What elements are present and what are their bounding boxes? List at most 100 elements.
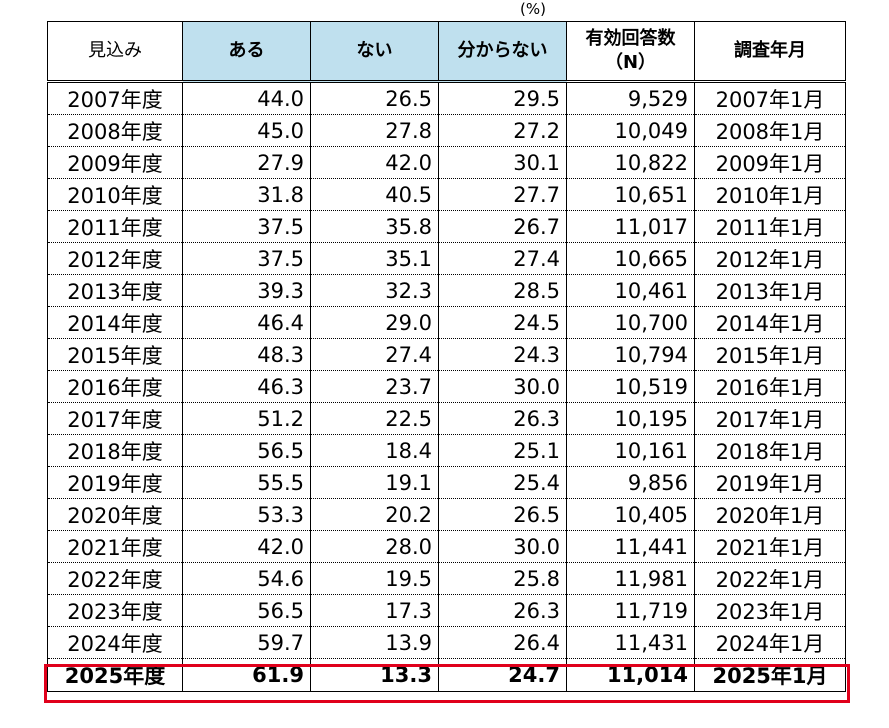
cell-unknown-pct: 27.2: [438, 114, 567, 147]
cell-no-pct: 18.4: [310, 434, 439, 467]
cell-valid-responses: 9,529: [566, 81, 695, 115]
cell-no-pct: 23.7: [310, 370, 439, 403]
cell-survey-month: 2009年1月: [694, 146, 846, 179]
cell-no-pct: 19.5: [310, 562, 439, 595]
cell-unknown-pct: 26.5: [438, 498, 567, 531]
cell-unknown-pct: 30.0: [438, 530, 567, 563]
cell-unknown-pct: 24.7: [438, 658, 567, 692]
table-row: 2017年度 51.2 22.5 26.3 10,195 2017年1月: [47, 402, 846, 435]
cell-no-pct: 26.5: [310, 81, 439, 115]
header-row: 見込み ある ない 分からない 有効回答数 （N） 調査年月: [47, 21, 846, 82]
cell-no-pct: 35.1: [310, 242, 439, 275]
cell-unknown-pct: 25.1: [438, 434, 567, 467]
cell-yes-pct: 42.0: [182, 530, 311, 563]
cell-unknown-pct: 28.5: [438, 274, 567, 307]
table-row: 2009年度 27.9 42.0 30.1 10,822 2009年1月: [47, 146, 846, 179]
cell-no-pct: 42.0: [310, 146, 439, 179]
cell-unknown-pct: 29.5: [438, 81, 567, 115]
cell-valid-responses: 10,405: [566, 498, 695, 531]
cell-no-pct: 40.5: [310, 178, 439, 211]
cell-fiscal-year: 2008年度: [47, 114, 183, 147]
cell-yes-pct: 55.5: [182, 466, 311, 499]
cell-valid-responses: 11,441: [566, 530, 695, 563]
table-row: 2019年度 55.5 19.1 25.4 9,856 2019年1月: [47, 466, 846, 499]
cell-unknown-pct: 26.3: [438, 594, 567, 627]
header-no: ない: [310, 21, 439, 82]
cell-survey-month: 2021年1月: [694, 530, 846, 563]
table-row: 2021年度 42.0 28.0 30.0 11,441 2021年1月: [47, 530, 846, 563]
cell-unknown-pct: 26.7: [438, 210, 567, 243]
cell-fiscal-year: 2019年度: [47, 466, 183, 499]
cell-valid-responses: 10,794: [566, 338, 695, 371]
cell-unknown-pct: 25.4: [438, 466, 567, 499]
cell-survey-month: 2010年1月: [694, 178, 846, 211]
cell-fiscal-year: 2015年度: [47, 338, 183, 371]
cell-survey-month: 2015年1月: [694, 338, 846, 371]
cell-valid-responses: 11,981: [566, 562, 695, 595]
cell-yes-pct: 45.0: [182, 114, 311, 147]
header-valid-responses-line2: （N）: [604, 52, 657, 73]
cell-yes-pct: 51.2: [182, 402, 311, 435]
cell-survey-month: 2012年1月: [694, 242, 846, 275]
cell-fiscal-year: 2010年度: [47, 178, 183, 211]
cell-yes-pct: 59.7: [182, 626, 311, 659]
cell-valid-responses: 10,195: [566, 402, 695, 435]
table-row: 2024年度 59.7 13.9 26.4 11,431 2024年1月: [47, 626, 846, 659]
cell-valid-responses: 10,700: [566, 306, 695, 339]
table-row: 2020年度 53.3 20.2 26.5 10,405 2020年1月: [47, 498, 846, 531]
cell-survey-month: 2020年1月: [694, 498, 846, 531]
cell-no-pct: 27.8: [310, 114, 439, 147]
table-row: 2025年度 61.9 13.3 24.7 11,014 2025年1月: [47, 658, 846, 692]
cell-valid-responses: 10,049: [566, 114, 695, 147]
cell-fiscal-year: 2022年度: [47, 562, 183, 595]
cell-unknown-pct: 24.3: [438, 338, 567, 371]
cell-valid-responses: 10,519: [566, 370, 695, 403]
cell-fiscal-year: 2021年度: [47, 530, 183, 563]
table-row: 2016年度 46.3 23.7 30.0 10,519 2016年1月: [47, 370, 846, 403]
cell-unknown-pct: 27.7: [438, 178, 567, 211]
cell-no-pct: 19.1: [310, 466, 439, 499]
cell-yes-pct: 61.9: [182, 658, 311, 692]
table-row: 2023年度 56.5 17.3 26.3 11,719 2023年1月: [47, 594, 846, 627]
table-row: 2007年度 44.0 26.5 29.5 9,529 2007年1月: [47, 81, 846, 115]
cell-survey-month: 2014年1月: [694, 306, 846, 339]
cell-fiscal-year: 2009年度: [47, 146, 183, 179]
cell-no-pct: 17.3: [310, 594, 439, 627]
table-row: 2011年度 37.5 35.8 26.7 11,017 2011年1月: [47, 210, 846, 243]
cell-valid-responses: 11,719: [566, 594, 695, 627]
cell-survey-month: 2024年1月: [694, 626, 846, 659]
cell-survey-month: 2022年1月: [694, 562, 846, 595]
table-row: 2010年度 31.8 40.5 27.7 10,651 2010年1月: [47, 178, 846, 211]
cell-yes-pct: 39.3: [182, 274, 311, 307]
cell-valid-responses: 11,431: [566, 626, 695, 659]
cell-yes-pct: 54.6: [182, 562, 311, 595]
cell-unknown-pct: 30.1: [438, 146, 567, 179]
cell-unknown-pct: 26.4: [438, 626, 567, 659]
cell-fiscal-year: 2017年度: [47, 402, 183, 435]
unit-label: (%): [520, 0, 546, 18]
cell-yes-pct: 44.0: [182, 81, 311, 115]
cell-no-pct: 22.5: [310, 402, 439, 435]
table-row: 2014年度 46.4 29.0 24.5 10,700 2014年1月: [47, 306, 846, 339]
cell-yes-pct: 56.5: [182, 594, 311, 627]
cell-survey-month: 2016年1月: [694, 370, 846, 403]
cell-unknown-pct: 24.5: [438, 306, 567, 339]
table-row: 2015年度 48.3 27.4 24.3 10,794 2015年1月: [47, 338, 846, 371]
header-outlook: 見込み: [47, 21, 183, 82]
cell-no-pct: 35.8: [310, 210, 439, 243]
cell-no-pct: 29.0: [310, 306, 439, 339]
table-row: 2008年度 45.0 27.8 27.2 10,049 2008年1月: [47, 114, 846, 147]
cell-unknown-pct: 27.4: [438, 242, 567, 275]
header-valid-responses-line1: 有効回答数: [585, 28, 676, 49]
cell-survey-month: 2013年1月: [694, 274, 846, 307]
table-body: 2007年度 44.0 26.5 29.5 9,529 2007年1月 2008年度 45.0…: [47, 81, 846, 692]
cell-valid-responses: 10,665: [566, 242, 695, 275]
cell-yes-pct: 27.9: [182, 146, 311, 179]
table-row: 2022年度 54.6 19.5 25.8 11,981 2022年1月: [47, 562, 846, 595]
cell-survey-month: 2019年1月: [694, 466, 846, 499]
cell-no-pct: 13.9: [310, 626, 439, 659]
cell-survey-month: 2008年1月: [694, 114, 846, 147]
cell-survey-month: 2023年1月: [694, 594, 846, 627]
cell-survey-month: 2017年1月: [694, 402, 846, 435]
header-yes: ある: [182, 21, 311, 82]
